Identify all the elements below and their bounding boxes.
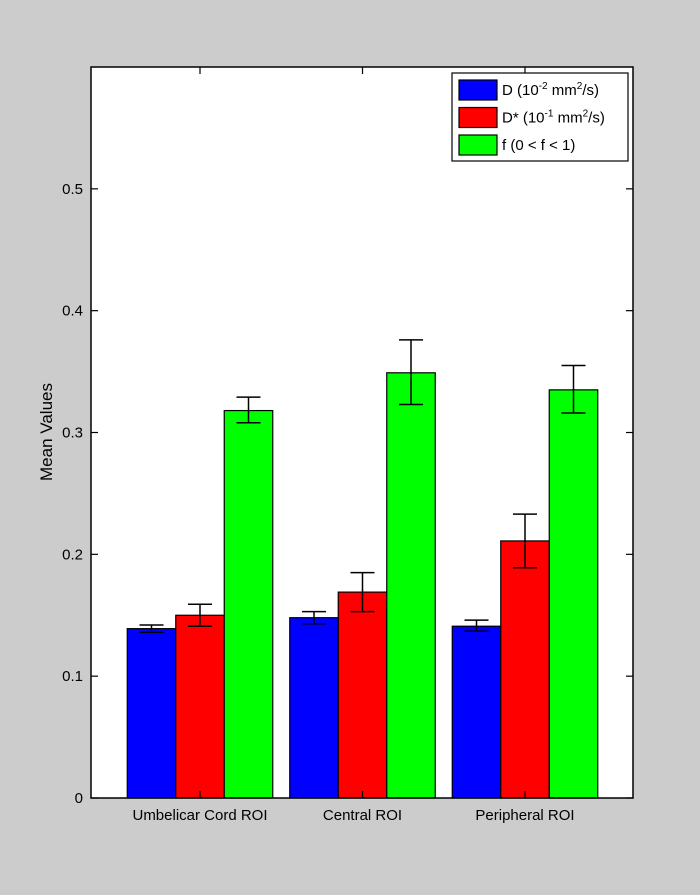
y-tick-label: 0 — [75, 790, 83, 807]
legend-swatch-3 — [458, 134, 498, 156]
legend-label-2: D* (10-1 mm2/s) — [502, 109, 605, 127]
bar-dstar-2 — [337, 591, 388, 799]
legend-text-mid: mm — [553, 110, 582, 127]
x-category-label: Peripheral ROI — [475, 807, 574, 824]
bar-d-3 — [451, 625, 502, 799]
legend-text-prefix: f (0 < f < 1) — [502, 137, 575, 154]
legend-text-sup1: -2 — [539, 81, 548, 92]
bar-f-1 — [223, 409, 274, 799]
legend-text-mid: mm — [548, 82, 577, 99]
legend: D (10-2 mm2/s)D* (10-1 mm2/s)f (0 < f < … — [451, 72, 629, 162]
x-category-label: Central ROI — [323, 807, 402, 824]
legend-text-sup1: -1 — [545, 109, 554, 120]
bar-dstar-3 — [500, 540, 550, 799]
y-axis-title: Mean Values — [37, 383, 56, 481]
legend-swatch-1 — [458, 79, 498, 101]
bar-d-1 — [126, 628, 177, 799]
legend-text-suffix: /s) — [582, 82, 599, 99]
legend-text-sup2: 2 — [577, 81, 583, 92]
ticks-layer: 0 0.1 0.2 0.3 0.4 0.5 Umbelicar Cord ROI Centra… — [62, 67, 633, 824]
x-category-label: Umbelicar Cord ROI — [132, 807, 267, 824]
legend-text-prefix: D (10 — [502, 82, 539, 99]
legend-label-3: f (0 < f < 1) — [502, 137, 575, 154]
legend-text-sup2: 2 — [583, 109, 589, 120]
bar-f-3 — [548, 389, 599, 799]
legend-text-suffix: /s) — [588, 110, 605, 127]
bar-d-2 — [289, 617, 339, 799]
y-tick-label: 0.2 — [62, 546, 83, 563]
bar-f-2 — [386, 372, 436, 799]
y-tick-label: 0.1 — [62, 668, 83, 685]
y-tick-label: 0.4 — [62, 303, 83, 320]
legend-text-prefix: D* (10 — [502, 110, 545, 127]
plot-frame — [90, 66, 634, 799]
bars-layer — [126, 372, 599, 799]
legend-swatch-2 — [458, 106, 498, 129]
bar-dstar-1 — [175, 614, 225, 799]
y-tick-label: 0.5 — [62, 181, 83, 198]
error-bars-layer — [139, 339, 586, 634]
y-tick-label: 0.3 — [62, 425, 83, 442]
legend-label-1: D (10-2 mm2/s) — [502, 81, 599, 99]
